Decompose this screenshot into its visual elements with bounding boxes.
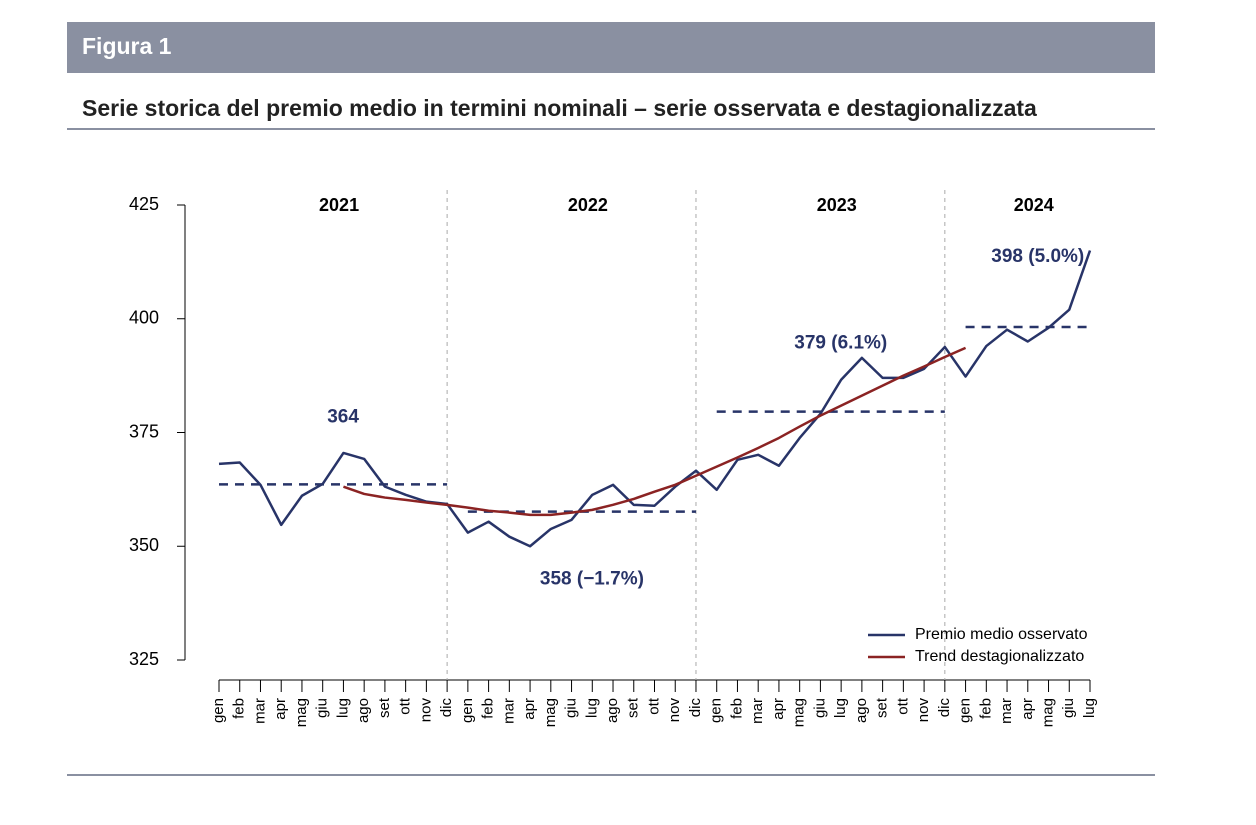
x-tick-label: lug (1081, 698, 1098, 718)
x-tick-label: dic (438, 698, 455, 718)
x-tick-label: dic (687, 698, 704, 718)
x-tick-label: giu (811, 698, 828, 718)
year-label: 2022 (568, 195, 608, 215)
x-tick-label: apr (521, 698, 538, 720)
x-tick-label: feb (231, 698, 248, 719)
x-tick-label: lug (832, 698, 849, 718)
x-tick-label: mag (1039, 698, 1056, 727)
y-tick-label: 350 (129, 535, 159, 555)
x-tick-label: ott (645, 697, 662, 715)
year-label: 2024 (1014, 195, 1054, 215)
x-tick-label: ago (853, 698, 870, 723)
x-tick-label: giu (1060, 698, 1077, 718)
y-tick-label: 375 (129, 421, 159, 441)
series-line (343, 346, 967, 517)
x-tick-label: mar (500, 698, 517, 724)
x-tick-label: gen (210, 698, 227, 723)
x-tick-label: giu (563, 698, 580, 718)
x-tick-label: set (874, 697, 891, 718)
x-tick-label: apr (1019, 698, 1036, 720)
x-tick-label: set (625, 697, 642, 718)
x-tick-label: mar (749, 698, 766, 724)
year-label: 2023 (817, 195, 857, 215)
legend-label: Premio medio osservato (915, 626, 1088, 643)
x-tick-label: mag (293, 698, 310, 727)
x-tick-label: mag (791, 698, 808, 727)
y-tick-label: 425 (129, 194, 159, 214)
x-tick-label: mag (542, 698, 559, 727)
y-tick-label: 325 (129, 649, 159, 669)
x-tick-label: giu (314, 698, 331, 718)
legend-label: Trend destagionalizzato (915, 648, 1084, 665)
x-tick-label: mar (998, 698, 1015, 724)
x-tick-label: apr (272, 698, 289, 720)
x-tick-label: nov (666, 698, 683, 723)
annotation: 358 (−1.7%) (540, 569, 644, 590)
figure-title: Serie storica del premio medio in termin… (82, 95, 1037, 121)
x-tick-label: dic (936, 698, 953, 718)
x-tick-label: feb (480, 698, 497, 719)
x-tick-label: gen (957, 698, 974, 723)
x-tick-label: lug (583, 698, 600, 718)
x-tick-label: feb (728, 698, 745, 719)
x-tick-label: nov (417, 698, 434, 723)
x-tick-label: nov (915, 698, 932, 723)
header-bar (67, 22, 1155, 73)
series-line (218, 250, 1092, 548)
x-tick-label: gen (708, 698, 725, 723)
figure-label: Figura 1 (82, 33, 172, 59)
x-tick-label: feb (977, 698, 994, 719)
x-tick-label: ago (355, 698, 372, 723)
x-tick-label: set (376, 697, 393, 718)
annotation: 364 (327, 406, 359, 427)
x-tick-label: gen (459, 698, 476, 723)
annotation: 398 (5.0%) (991, 246, 1084, 267)
x-tick-label: ott (397, 697, 414, 715)
year-label: 2021 (319, 195, 359, 215)
x-tick-label: lug (334, 698, 351, 718)
x-tick-label: mar (251, 698, 268, 724)
x-tick-label: apr (770, 698, 787, 720)
annotation: 379 (6.1%) (794, 333, 887, 354)
x-tick-label: ago (604, 698, 621, 723)
y-tick-label: 400 (129, 308, 159, 328)
x-tick-label: ott (894, 697, 911, 715)
